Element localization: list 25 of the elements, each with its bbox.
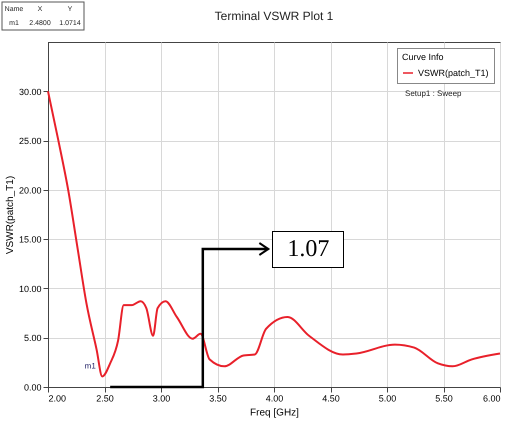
y-tick-label: 30.00 <box>18 86 42 97</box>
x-tick-label: 2.50 <box>96 394 114 404</box>
y-tick-label: 15.00 <box>18 234 42 245</box>
y-tick-label: 10.00 <box>18 284 42 294</box>
y-tick-label: 0.00 <box>24 382 42 392</box>
chart-title: Terminal VSWR Plot 1 <box>214 9 334 23</box>
y-axis-title: VSWR(patch_T1) <box>4 176 16 254</box>
y-tick-label: 5.00 <box>24 333 42 344</box>
x-tick-label: 6.00 <box>482 394 500 404</box>
x-tick-label: 3.50 <box>209 394 227 404</box>
y-tick-label: 20.00 <box>18 185 42 196</box>
legend-title: Curve Info <box>402 52 444 62</box>
y-tick-label: 25.00 <box>18 136 42 146</box>
x-axis-title: Freq [GHz] <box>250 408 300 418</box>
annotation: Setup1 : Sweep <box>405 89 462 98</box>
line-series <box>47 90 501 378</box>
x-tick-label: 5.00 <box>378 394 396 404</box>
x-tick-label: 4.50 <box>322 394 340 404</box>
legend-label: VSWR(patch_T1) <box>418 68 489 78</box>
annotation: m1 <box>84 361 96 370</box>
x-tick-label: 3.00 <box>152 394 170 404</box>
x-tick-label: 5.50 <box>435 394 453 404</box>
x-tick-label: 2.00 <box>48 394 66 404</box>
annotation: 1.07 <box>272 230 344 268</box>
x-tick-label: 4.00 <box>266 394 284 404</box>
